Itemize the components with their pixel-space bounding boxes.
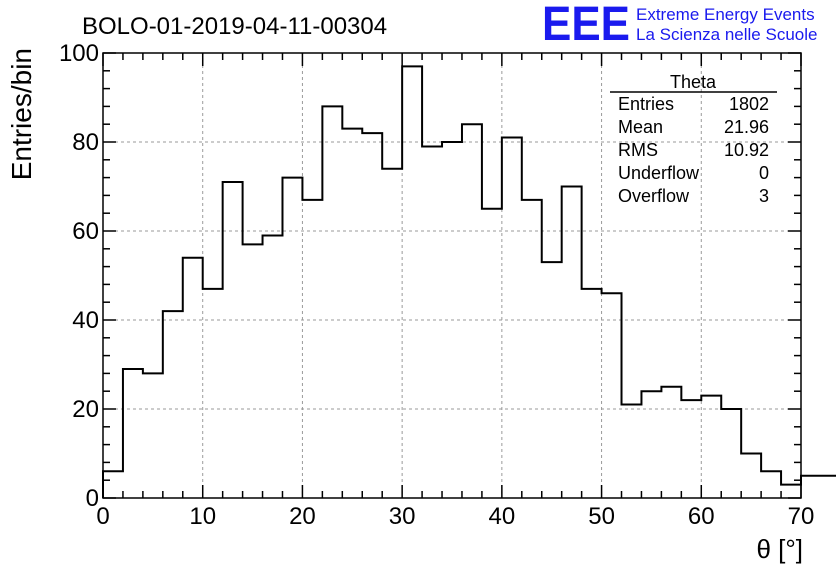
y-tick-label: 60 (72, 218, 99, 245)
stats-row-label: Underflow (618, 163, 700, 183)
x-tick-label: 60 (688, 503, 715, 530)
chart-title: BOLO-01-2019-04-11-00304 (82, 13, 387, 40)
x-tick-label: 50 (588, 503, 615, 530)
stats-row-value: 0 (759, 163, 769, 183)
stats-title: Theta (670, 72, 717, 92)
stats-row-value: 21.96 (724, 117, 769, 137)
x-tick-label: 0 (96, 503, 109, 530)
stats-row-label: RMS (618, 140, 658, 160)
eee-logo-line1: Extreme Energy Events (636, 5, 815, 24)
histogram-outline (102, 65, 836, 498)
y-tick-label: 20 (72, 396, 99, 423)
y-axis-label: Entries/bin (6, 48, 37, 180)
axis-ticks (102, 52, 802, 499)
eee-logo-mark: EEE (542, 0, 630, 51)
eee-logo-line2: La Scienza nelle Scuole (636, 25, 817, 44)
x-tick-label: 70 (788, 503, 815, 530)
y-tick-label: 0 (86, 485, 99, 512)
x-axis-label: θ [°] (756, 534, 803, 564)
stats-row-value: 10.92 (724, 140, 769, 160)
x-tick-label: 30 (389, 503, 416, 530)
stats-row-label: Entries (618, 94, 674, 114)
y-tick-label: 80 (72, 129, 99, 156)
y-tick-label: 40 (72, 307, 99, 334)
eee-logo: EEE Extreme Energy Events La Scienza nel… (542, 0, 817, 51)
y-tick-label: 100 (59, 40, 99, 67)
stats-row-label: Overflow (618, 186, 690, 206)
x-tick-label: 40 (489, 503, 516, 530)
stats-row-value: 3 (759, 186, 769, 206)
plot-frame (102, 52, 802, 499)
stats-box: Theta Entries 1802 Mean 21.96 RMS 10.92 Underf… (610, 72, 777, 206)
x-tick-label: 10 (189, 503, 216, 530)
stats-row-value: 1802 (729, 94, 769, 114)
stats-row-label: Mean (618, 117, 663, 137)
x-tick-label: 20 (289, 503, 316, 530)
grid-lines (103, 53, 801, 498)
